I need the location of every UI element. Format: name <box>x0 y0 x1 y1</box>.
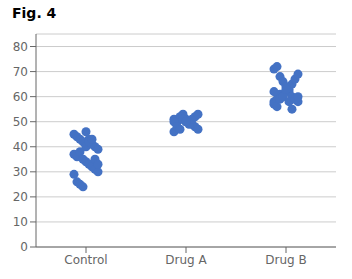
svg-text:30: 30 <box>13 165 28 179</box>
svg-text:50: 50 <box>13 115 28 129</box>
svg-text:10: 10 <box>13 215 28 229</box>
svg-text:Drug A: Drug A <box>165 253 207 267</box>
svg-text:70: 70 <box>13 65 28 79</box>
svg-text:0: 0 <box>20 240 28 254</box>
svg-text:Control: Control <box>64 253 107 267</box>
svg-text:Drug B: Drug B <box>265 253 306 267</box>
svg-text:40: 40 <box>13 140 28 154</box>
svg-text:60: 60 <box>13 90 28 104</box>
html-text:Fig. 4: Fig. 4 <box>12 5 57 21</box>
svg-text:20: 20 <box>13 190 28 204</box>
svg-text:80: 80 <box>13 40 28 54</box>
